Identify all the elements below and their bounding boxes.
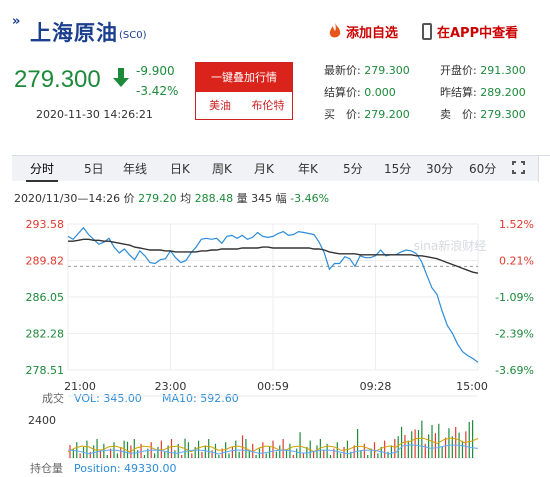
tab-5day[interactable]: 5日 [84,162,104,176]
stat-open: 开盘价: 291.300 [440,64,526,77]
tab-30min[interactable]: 30分 [426,162,454,176]
add-favorite-button[interactable]: 添加自选 [328,22,398,41]
open-interest-label: 持仓量 [30,461,63,475]
volume-label: VOL: 345.00 [74,392,142,405]
y-tick-label-right: -2.39% [495,328,534,341]
us-crude-button[interactable]: 美油 [209,99,231,112]
price-line [67,226,479,363]
x-tick-label: 09:28 [360,380,392,393]
stat-prev-settle: 昨结算: 289.200 [440,86,526,99]
flame-icon [329,23,341,38]
last-price: 279.300 [14,66,101,93]
y-tick-label-right: 0.21% [499,255,534,268]
page-header: » 上海原油 (SC0) 添加自选 在APP中查看 [0,0,550,52]
stat-settle: 结算价: 0.000 [324,86,396,99]
tab-15min[interactable]: 15分 [384,162,412,176]
tab-daily-k[interactable]: 日K [170,162,190,176]
tab-60min[interactable]: 60分 [469,162,497,176]
stat-latest: 最新价: 279.300 [324,64,410,77]
watermark-text: sina新浪财经 [414,238,487,253]
average-line [68,238,479,274]
info-price: 279.20 [138,192,177,205]
stat-sell: 卖 价: 279.300 [440,108,526,121]
y-tick-label-left: 293.58 [26,218,65,231]
info-avg: 288.48 [194,192,234,205]
brent-button[interactable]: 布伦特 [251,99,285,112]
chart-tabs: 分时 5日 年线 日K 周K 月K 年K 5分 15分 30分 60分 [12,155,550,182]
tab-monthly-k[interactable]: 月K [254,162,274,176]
open-in-app-button[interactable]: 在APP中查看 [422,22,518,41]
stat-buy: 买 价: 279.200 [324,108,410,121]
tabs-scroll-handle[interactable] [538,156,550,182]
volume-y-tick: 2400 [28,414,56,427]
volume-ma-line-2 [67,444,479,455]
x-tick-label: 15:00 [456,380,488,393]
x-tick-label: 21:00 [64,380,96,393]
info-volume: 345 [251,192,273,205]
x-tick-label: 00:59 [257,380,289,393]
y-tick-label-left: 289.82 [26,255,65,268]
page-title: 上海原油 [30,21,118,45]
quote-panel: 279.300 -9.900 -3.42% 2020-11-30 14:26:2… [0,56,550,122]
info-date: 2020/11/30—14:26 [14,192,121,205]
volume-panel-label: 成交 [42,391,64,405]
tab-intraday[interactable]: 分时 [25,162,59,182]
volume-ma-label: MA10: 592.60 [162,392,239,405]
y-tick-label-right: -1.09% [495,291,534,304]
tab-weekly-k[interactable]: 周K [212,162,232,176]
contract-code: (SC0) [119,30,147,41]
y-tick-label-left: 286.05 [26,291,65,304]
phone-icon [422,23,432,40]
y-tick-label-right: 1.52% [499,218,534,231]
chart-canvas[interactable]: sina新浪财经 293.58 1.52% 289.82 0.21% 286.05 -1.0… [0,210,550,477]
price-change-percent: -3.42% [136,84,179,98]
position-label: Position: 49330.00 [74,462,177,475]
crosshair-info: 2020/11/30—14:26 价 279.20 均 288.48 量 345… [14,192,330,205]
y-tick-label-left: 282.28 [26,328,65,341]
fullscreen-icon[interactable] [512,161,525,174]
info-amplitude: -3.46% [290,192,330,205]
y-tick-label-left: 278.51 [26,364,65,377]
overlay-quotes-box: 一键叠加行情 美油 布伦特 [195,62,293,120]
tab-year-line[interactable]: 年线 [123,162,148,176]
x-tick-label: 23:00 [155,380,187,393]
price-change: -9.900 [136,64,175,78]
quote-timestamp: 2020-11-30 14:26:21 [36,108,153,121]
volume-ma-line [67,437,479,453]
overlay-quotes-button[interactable]: 一键叠加行情 [196,63,292,92]
intraday-chart[interactable]: sina新浪财经 293.58 1.52% 289.82 0.21% 286.05 -1.0… [0,210,550,477]
arrow-down-icon [113,68,129,87]
tab-yearly-k[interactable]: 年K [298,162,318,176]
y-tick-label-right: -3.69% [495,364,534,377]
double-chevron-icon: » [12,14,21,29]
tab-5min[interactable]: 5分 [343,162,363,176]
